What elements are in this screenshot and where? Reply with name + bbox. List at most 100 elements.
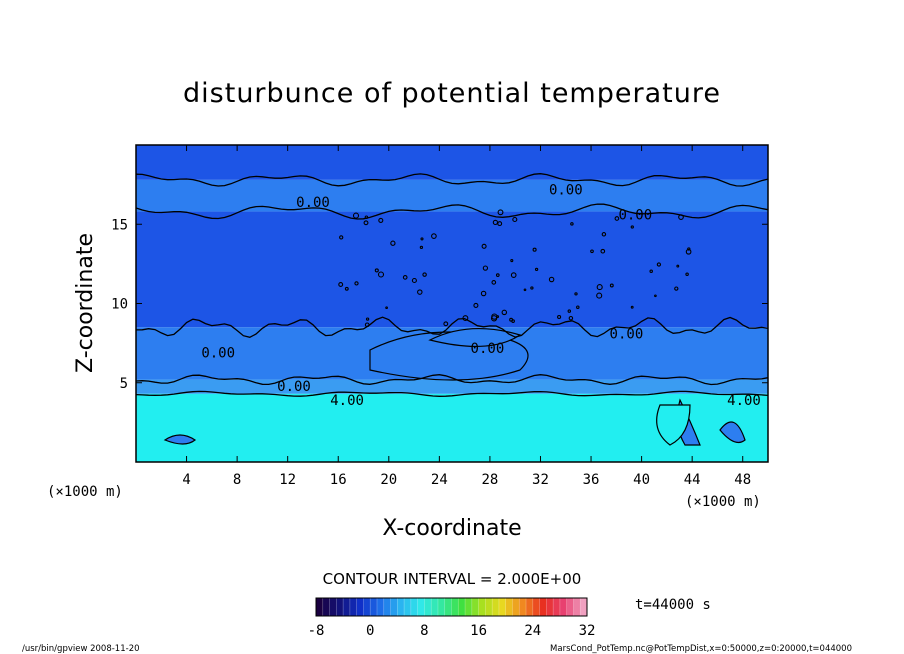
contour-speck bbox=[567, 309, 572, 313]
contour-lines bbox=[136, 173, 768, 397]
contour-speck bbox=[574, 292, 578, 296]
x-tick-label: 32 bbox=[532, 472, 549, 488]
colorbar-tick-label: 32 bbox=[579, 623, 596, 639]
contour-speck bbox=[609, 283, 614, 288]
contour-speck bbox=[473, 302, 479, 308]
colorbar-cell bbox=[444, 597, 453, 617]
contour-speck bbox=[512, 216, 518, 223]
x-tick-label: 16 bbox=[330, 472, 347, 488]
colorbar-cell bbox=[464, 597, 473, 617]
contour-speck bbox=[601, 232, 607, 237]
x-unit-label: (×1000 m) bbox=[685, 494, 761, 510]
x-tick-label: 8 bbox=[233, 472, 241, 488]
contour-speck bbox=[676, 264, 680, 268]
colorbar-cell bbox=[518, 597, 527, 617]
x-tick-label: 28 bbox=[481, 472, 498, 488]
contour-speck bbox=[352, 212, 360, 219]
contour-speck bbox=[374, 268, 379, 273]
contour-speck bbox=[364, 215, 369, 219]
colorbar-cell bbox=[430, 597, 439, 617]
contour-speck bbox=[497, 209, 504, 216]
contour-speck bbox=[420, 237, 424, 241]
colorbar-cell bbox=[485, 597, 493, 617]
contour-speck bbox=[462, 315, 469, 322]
colorbar-cell bbox=[315, 597, 324, 617]
x-tick-label: 24 bbox=[431, 472, 448, 488]
x-tick-label: 48 bbox=[734, 472, 751, 488]
contour-speck bbox=[344, 286, 349, 291]
contour-label: 0.00 bbox=[296, 195, 330, 211]
contour-speck bbox=[480, 290, 487, 297]
footer-left: /usr/bin/gpview 2008-11-20 bbox=[22, 644, 140, 654]
contour-speck bbox=[339, 235, 344, 240]
contour-speck bbox=[365, 317, 370, 321]
colorbar-tick-label: 0 bbox=[366, 623, 374, 639]
contour-speck bbox=[338, 282, 344, 287]
contour-speck bbox=[419, 245, 424, 250]
y-tick-label: 10 bbox=[111, 297, 128, 313]
colorbar-cell bbox=[451, 597, 459, 617]
contour-speck bbox=[491, 280, 497, 285]
contour-label: 4.00 bbox=[330, 393, 364, 409]
contour-speck bbox=[548, 276, 555, 283]
colorbar-cell bbox=[579, 597, 588, 617]
contour-speck bbox=[678, 214, 684, 220]
contour-line bbox=[136, 203, 768, 220]
contour-label: 4.00 bbox=[727, 393, 761, 409]
colorbar-cell bbox=[505, 597, 514, 617]
colorbar-cell bbox=[417, 597, 426, 617]
colorbar-cell bbox=[363, 597, 371, 617]
colorbar-cell bbox=[566, 597, 575, 617]
y-unit-label: (×1000 m) bbox=[47, 484, 123, 500]
colorbar-cell bbox=[390, 597, 398, 617]
colorbar-tick-label: -8 bbox=[308, 623, 325, 639]
colorbar-cell bbox=[369, 597, 378, 617]
contour-speck bbox=[685, 272, 689, 277]
y-axis-ticks: 5 10 15 bbox=[111, 217, 768, 392]
field-feature bbox=[656, 404, 691, 446]
footer-right: MarsCond_PotTemp.nc@PotTempDist,x=0:5000… bbox=[550, 644, 852, 654]
colorbar-cell bbox=[471, 597, 480, 617]
colorbar-cell bbox=[383, 597, 392, 617]
contour-speck bbox=[501, 309, 508, 316]
x-axis-title: X-coordinate bbox=[382, 516, 521, 541]
y-tick-label: 15 bbox=[111, 217, 128, 233]
contour-line bbox=[136, 374, 768, 386]
contour-interval: CONTOUR INTERVAL = 2.000E+00 bbox=[323, 570, 582, 588]
contour-speck bbox=[390, 240, 396, 246]
y-tick-label: 5 bbox=[120, 376, 128, 392]
contour-labels: 0.00 0.00 0.00 0.00 0.00 0.00 0.00 4.00 4.00 bbox=[201, 182, 761, 409]
colorbar-cell bbox=[525, 597, 534, 617]
colorbar-tick-label: 16 bbox=[470, 623, 487, 639]
contour-speck bbox=[443, 321, 449, 327]
x-tick-label: 4 bbox=[182, 472, 190, 488]
colorbar-cell bbox=[356, 597, 365, 617]
contour-speck bbox=[568, 315, 574, 321]
contour-speck bbox=[649, 269, 653, 274]
colorbar-cell bbox=[573, 597, 581, 617]
colorbar-cell bbox=[410, 597, 419, 617]
contour-speck bbox=[596, 292, 603, 299]
contour-speck bbox=[532, 247, 537, 252]
contour-label: 0.00 bbox=[549, 182, 583, 198]
contour-speck bbox=[481, 243, 487, 249]
contour-speck bbox=[482, 265, 489, 271]
x-tick-label: 12 bbox=[279, 472, 296, 488]
colorbar-frame bbox=[315, 597, 588, 617]
contour-speck bbox=[630, 225, 634, 229]
colorbar-cell bbox=[322, 597, 331, 617]
contour-speck bbox=[534, 267, 539, 272]
colorbar-cell bbox=[349, 597, 358, 617]
contour-speck bbox=[377, 271, 385, 278]
colorbar-cell bbox=[424, 597, 432, 617]
contour-speck bbox=[656, 262, 662, 267]
colorbar-cell bbox=[342, 597, 351, 617]
contour-label: 0.00 bbox=[277, 379, 311, 395]
x-tick-label: 44 bbox=[684, 472, 701, 488]
colorbar-cell bbox=[532, 597, 541, 617]
contour-speck bbox=[685, 248, 692, 255]
contour-speck bbox=[411, 277, 417, 284]
field-fill bbox=[136, 145, 768, 462]
